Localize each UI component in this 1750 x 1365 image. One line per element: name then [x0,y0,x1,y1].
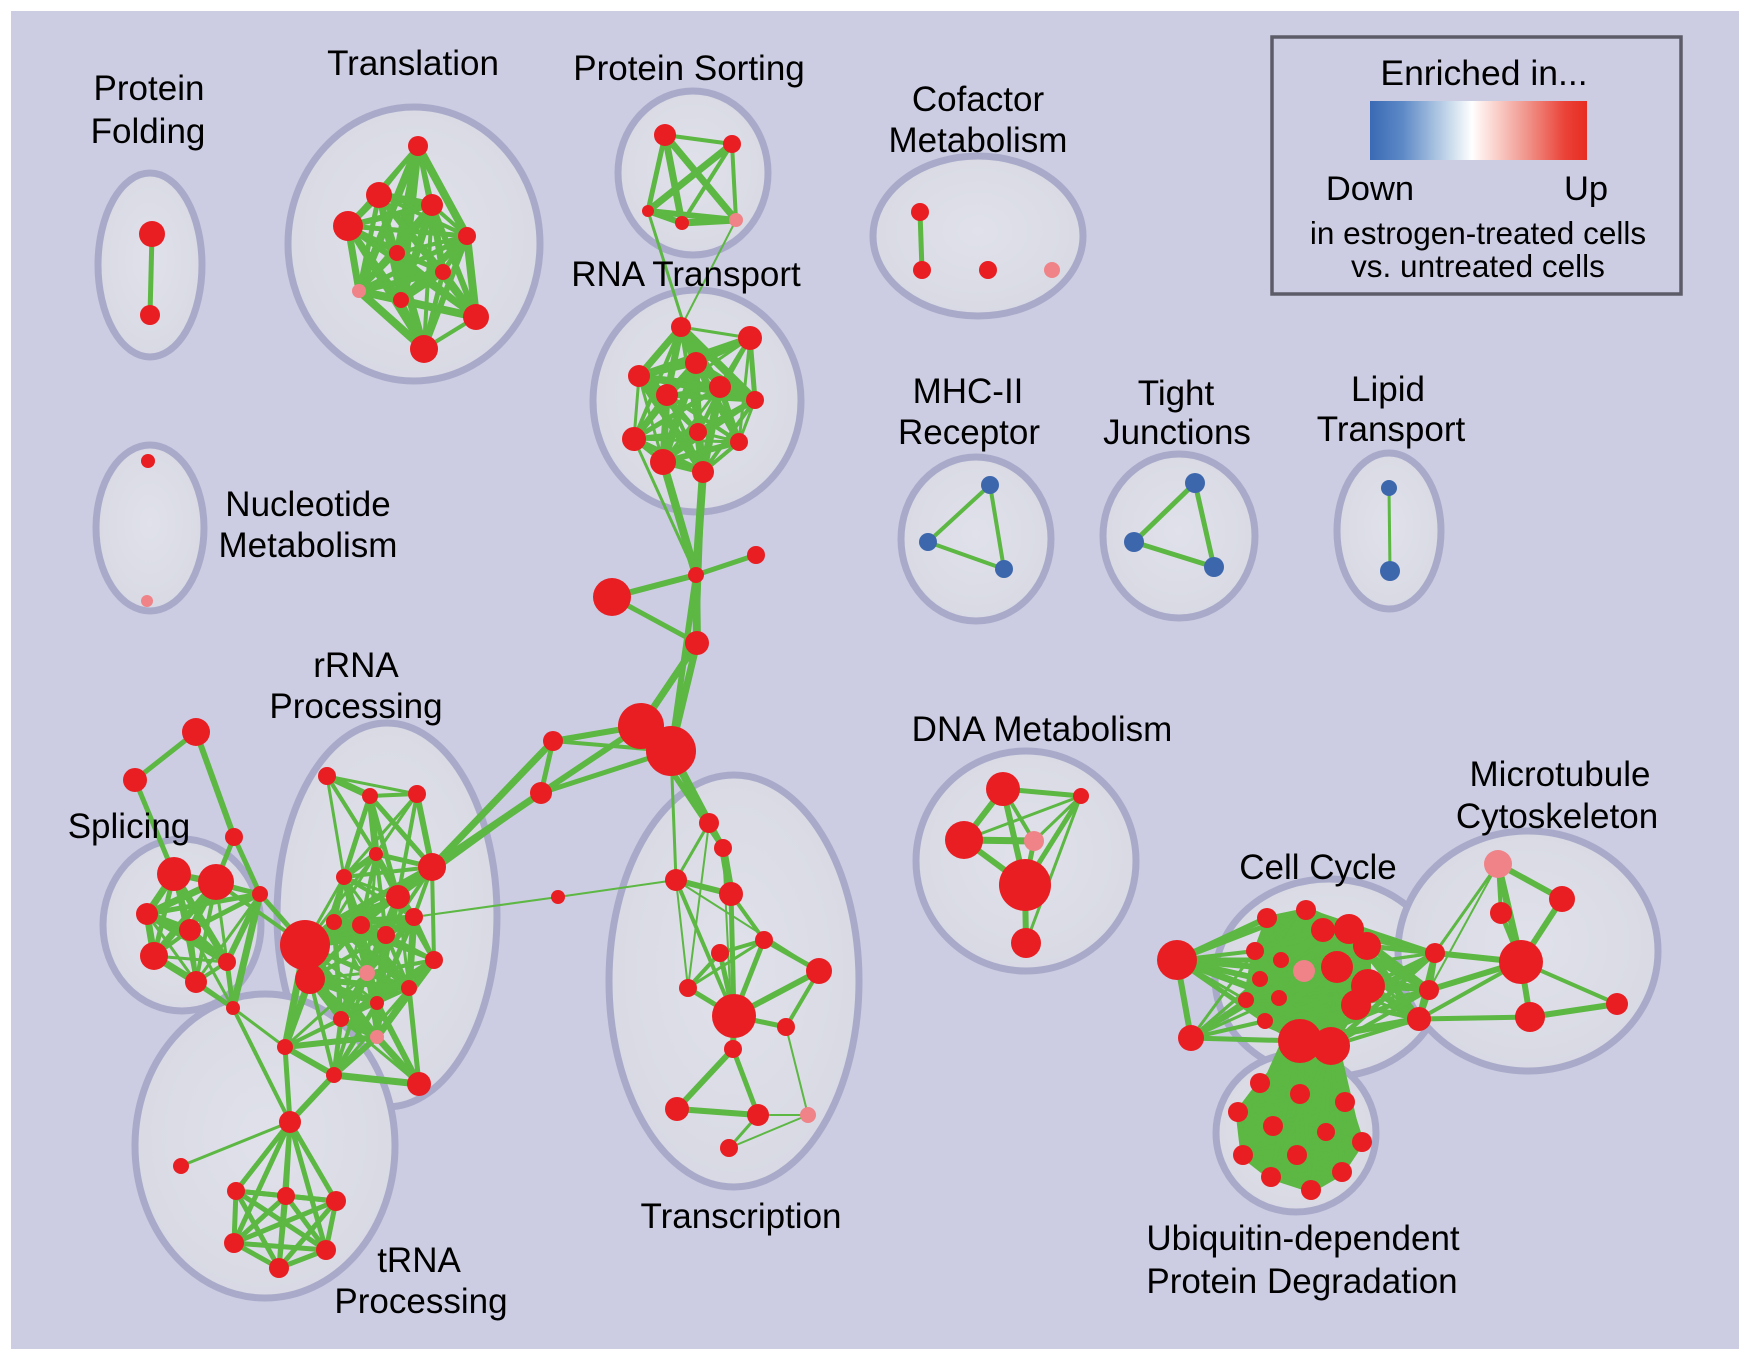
svg-text:Enriched in...: Enriched in... [1380,53,1587,93]
svg-text:Down: Down [1326,170,1414,208]
svg-text:Translation: Translation [327,44,499,83]
svg-text:Cytoskeleton: Cytoskeleton [1456,797,1658,836]
svg-text:Lipid: Lipid [1351,370,1425,409]
svg-text:Processing: Processing [269,687,442,726]
svg-text:MHC-II: MHC-II [913,372,1024,411]
svg-text:Protein Sorting: Protein Sorting [573,49,805,88]
svg-text:Receptor: Receptor [898,413,1040,452]
svg-text:Metabolism: Metabolism [219,526,398,565]
svg-text:Up: Up [1564,170,1608,208]
svg-text:Transport: Transport [1317,410,1466,449]
svg-text:Nucleotide: Nucleotide [225,485,390,524]
svg-text:Transcription: Transcription [641,1197,842,1236]
svg-text:vs. untreated cells: vs. untreated cells [1351,248,1605,284]
svg-text:Metabolism: Metabolism [889,121,1068,160]
svg-text:tRNA: tRNA [377,1241,461,1280]
svg-text:Protein Degradation: Protein Degradation [1146,1262,1457,1301]
svg-text:in estrogen-treated cells: in estrogen-treated cells [1310,215,1646,251]
svg-text:Splicing: Splicing [68,807,191,846]
svg-text:Processing: Processing [334,1282,507,1321]
svg-text:rRNA: rRNA [313,646,399,685]
svg-text:Microtubule: Microtubule [1470,755,1651,794]
svg-text:Protein: Protein [94,69,205,108]
svg-text:DNA Metabolism: DNA Metabolism [912,710,1173,749]
svg-text:Cofactor: Cofactor [912,80,1045,119]
svg-text:RNA Transport: RNA Transport [571,255,801,294]
svg-text:Folding: Folding [91,112,206,151]
svg-text:Junctions: Junctions [1103,413,1251,452]
svg-text:Tight: Tight [1138,374,1215,413]
svg-text:Cell Cycle: Cell Cycle [1239,848,1397,887]
svg-text:Ubiquitin-dependent: Ubiquitin-dependent [1146,1219,1460,1258]
